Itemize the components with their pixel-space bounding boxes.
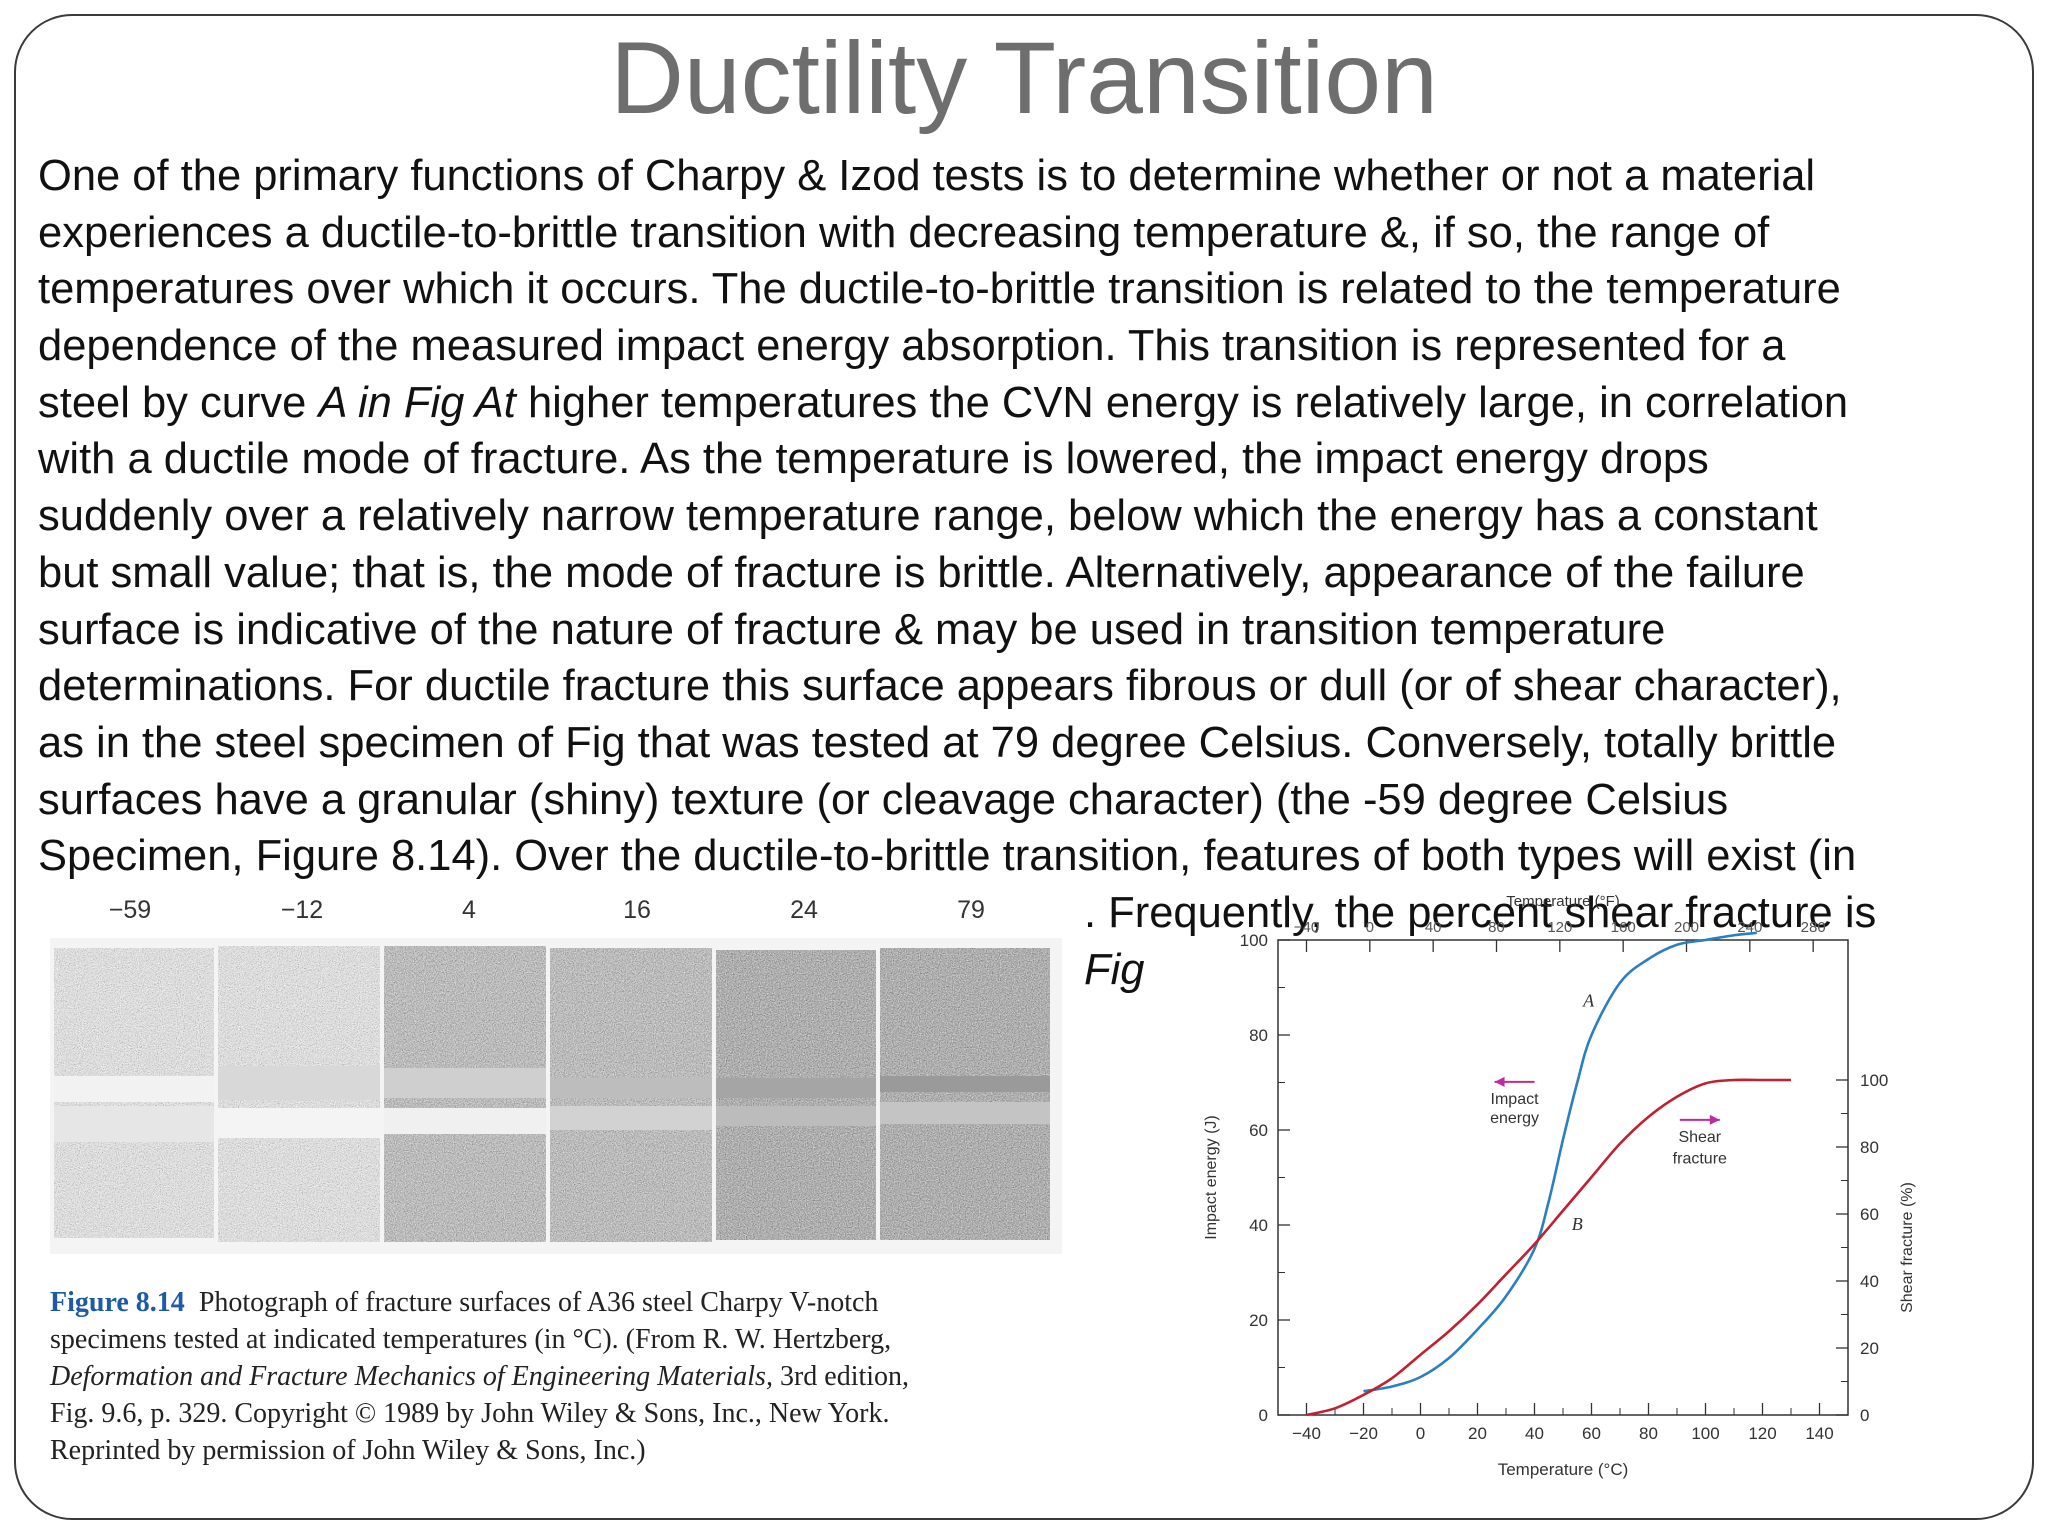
body-line: with a ductile mode of fracture. As the …: [38, 435, 1709, 484]
temperature-label: 79: [957, 896, 985, 924]
annotation-text: fracture: [1673, 1150, 1727, 1167]
temperature-labels: −59 −12 4 16 24 79: [44, 896, 1064, 926]
x-tick-label: 140: [1805, 1424, 1833, 1443]
y-tick-label: 40: [1249, 1216, 1268, 1235]
x-tick-label: 100: [1691, 1424, 1719, 1443]
body-line: surface is indicative of the nature of f…: [38, 605, 1666, 654]
figure-label: Figure 8.14: [50, 1287, 185, 1318]
y-axis-label: Impact energy (J): [1203, 1115, 1220, 1239]
specimen-2: [218, 946, 380, 1242]
italic-reference: A in Fig At: [318, 378, 516, 427]
body-line: Specimen, Figure 8.14). Over the ductile…: [38, 832, 1857, 881]
y2-tick-label: 20: [1860, 1339, 1879, 1358]
partial-text-line: . Frequently, the percent shear fracture…: [1084, 889, 1877, 937]
specimen-5: [716, 950, 876, 1240]
y-tick-label: 100: [1240, 931, 1268, 950]
body-line: as in the steel specimen of Fig that was…: [38, 718, 1837, 767]
y2-axis-label: Shear fracture (%): [1899, 1182, 1916, 1313]
x2-tick-label: 120: [1547, 919, 1572, 936]
temperature-label: 4: [462, 896, 476, 924]
specimen-4: [550, 948, 712, 1242]
x-tick-label: −20: [1349, 1424, 1378, 1443]
body-line: suddenly over a relatively narrow temper…: [38, 492, 1818, 541]
x2-tick-label: 200: [1674, 919, 1699, 936]
x2-axis-label: Temperature (°F): [1506, 893, 1620, 910]
x2-tick-label: 0: [1366, 919, 1374, 936]
transition-chart: −40 −20 0 20 40 60 80 100 120 140 0 20 40 60 80 100 0 20 4…: [1070, 870, 2030, 1480]
annotation-arrowhead: [1494, 1076, 1505, 1087]
body-line: dependence of the measured impact energy…: [38, 322, 1786, 371]
x2-tick-label: 80: [1488, 919, 1505, 936]
temperature-label: −12: [280, 896, 324, 924]
body-line-curve-a: steel by curve A in Fig At higher temper…: [38, 375, 2023, 432]
figure-caption: Figure 8.14 Photograph of fracture surfa…: [50, 1284, 1070, 1469]
fracture-surfaces-photo: [50, 938, 1062, 1254]
partial-text-line: Fig: [1084, 946, 1145, 994]
annotation-text: energy: [1490, 1110, 1539, 1127]
x-tick-label: 20: [1468, 1424, 1487, 1443]
y2-tick-label: 80: [1860, 1138, 1879, 1157]
x2-tick-label: 40: [1425, 919, 1442, 936]
annotation-arrowhead: [1709, 1114, 1720, 1125]
caption-text: Fig. 9.6, p. 329. Copyright © 1989 by Jo…: [50, 1398, 890, 1429]
series-line-b: [1306, 1078, 1791, 1417]
specimen-3: [384, 946, 546, 1242]
y-tick-label: 80: [1249, 1026, 1268, 1045]
caption-text: Photograph of fracture surfaces of A36 s…: [198, 1287, 879, 1318]
x-tick-label: 80: [1639, 1424, 1658, 1443]
fracture-photo-figure: −59 −12 4 16 24 79: [44, 888, 1064, 1478]
y2-tick-label: 0: [1860, 1406, 1869, 1425]
body-line: temperatures over which it occurs. The d…: [38, 265, 1841, 314]
x2-tick-label: −40: [1294, 919, 1319, 936]
plot-frame: [1277, 939, 1849, 1416]
y-tick-label: 0: [1259, 1406, 1268, 1425]
body-line: surfaces have a granular (shiny) texture…: [38, 775, 1729, 824]
caption-text: Reprinted by permission of John Wiley & …: [50, 1435, 646, 1466]
body-line: One of the primary functions of Charpy &…: [38, 152, 1816, 200]
specimen-1: [54, 948, 214, 1238]
x-tick-label: 40: [1525, 1424, 1544, 1443]
chart-svg: −40 −20 0 20 40 60 80 100 120 140 0 20 40 60 80 100 0 20 4…: [1203, 893, 1916, 1479]
x-tick-label: −40: [1292, 1424, 1321, 1443]
y2-tick-label: 40: [1860, 1272, 1879, 1291]
x-tick-label: 120: [1748, 1424, 1776, 1443]
temperature-label: 16: [623, 896, 651, 924]
body-line: but small value; that is, the mode of fr…: [38, 548, 1805, 597]
body-text-run: steel by curve: [38, 378, 319, 427]
curve-label: B: [1572, 1214, 1583, 1234]
y2-tick-label: 60: [1860, 1205, 1879, 1224]
y-tick-label: 20: [1249, 1311, 1268, 1330]
body-text-run: higher temperatures the CVN energy is re…: [515, 378, 1849, 427]
body-line: determinations. For ductile fracture thi…: [38, 662, 1842, 711]
x2-tick-label: 160: [1611, 919, 1636, 936]
x2-tick-label: 280: [1801, 919, 1826, 936]
body-paragraph: One of the primary functions of Charpy &…: [38, 148, 2023, 994]
caption-book-title: Deformation and Fracture Mechanics of En…: [50, 1361, 773, 1392]
caption-text: 3rd edition,: [772, 1361, 910, 1392]
temperature-label: 24: [790, 896, 818, 924]
caption-text: specimens tested at indicated temperatur…: [50, 1324, 892, 1355]
slide-title: Ductility Transition: [610, 21, 1438, 135]
y-tick-label: 60: [1249, 1121, 1268, 1140]
temperature-label: −59: [108, 896, 152, 924]
x-tick-label: 0: [1416, 1424, 1425, 1443]
body-line: experiences a ductile-to-brittle transit…: [38, 208, 1770, 257]
series-line-a: [1363, 931, 1757, 1393]
curve-label: A: [1582, 991, 1595, 1011]
x-axis-label: Temperature (°C): [1498, 1460, 1629, 1479]
annotation-text: Impact: [1491, 1091, 1540, 1108]
annotation-text: Shear: [1678, 1129, 1721, 1146]
specimen-6: [880, 948, 1050, 1240]
x-tick-label: 60: [1582, 1424, 1601, 1443]
y2-tick-label: 100: [1860, 1071, 1888, 1090]
